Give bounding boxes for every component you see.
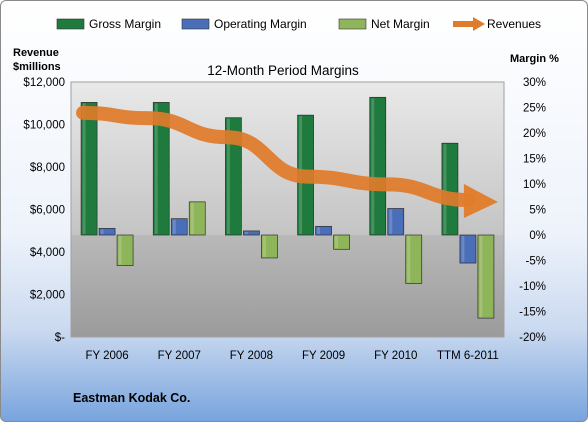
legend-swatch-0 [56, 18, 85, 30]
bar-highlight [226, 118, 230, 234]
x-tick-label: FY 2009 [302, 350, 345, 362]
right-axis-ticks: -20% -15% -10% -5% 0% 5% 10% 15% 20% 25% 30% [519, 77, 546, 344]
bar-highlight [154, 103, 158, 235]
plot-border [70, 81, 505, 338]
x-tick-label: FY 2008 [230, 350, 273, 362]
legend: Gross Margin Operating Margin Net Margin Re… [56, 17, 541, 31]
bar-operating-margin-0 [98, 228, 116, 236]
plot-background-upper [71, 82, 504, 235]
bar-operating-margin-2 [243, 230, 260, 236]
bar-operating-margin-1 [170, 218, 188, 236]
legend-swatch-2 [338, 18, 367, 30]
plot-area [70, 81, 505, 338]
revenue-line [76, 105, 498, 218]
bar-operating-margin-3 [315, 225, 332, 236]
bar-gross-margin-1 [152, 102, 170, 236]
legend-label-0: Gross Margin [89, 17, 161, 31]
x-axis-ticks: FY 2006 FY 2007 FY 2008 FY 2009 FY 2010 TTM 6… [85, 350, 498, 362]
bar-highlight [335, 236, 339, 249]
x-tick-label: TTM 6-2011 [437, 350, 499, 362]
bar-highlight [172, 219, 176, 234]
right-tick-label: -15% [519, 307, 546, 319]
bar-net-margin-3 [333, 234, 350, 250]
bar-highlight [317, 227, 321, 234]
left-axis-label-units: $millions [13, 61, 61, 73]
bar-highlight [461, 236, 465, 263]
bar-net-margin-1 [188, 201, 206, 236]
left-tick-label: $- [55, 332, 65, 344]
right-tick-label: 30% [523, 77, 546, 89]
right-tick-label: 10% [523, 179, 546, 191]
bar-highlight [443, 144, 447, 234]
right-tick-label: -10% [519, 281, 546, 293]
right-tick-label: 25% [523, 103, 546, 115]
bar-highlight [479, 236, 483, 318]
bar-highlight [190, 202, 194, 234]
bar-highlight [244, 231, 248, 234]
revenue-line-path [76, 105, 475, 207]
bar-net-margin-4 [405, 234, 423, 284]
x-tick-label: FY 2007 [158, 350, 201, 362]
right-tick-label: 20% [523, 128, 546, 140]
legend-label-1: Operating Margin [214, 17, 307, 31]
bar-highlight [100, 229, 104, 234]
right-axis-label: Margin % [510, 53, 559, 65]
bar-operating-margin-4 [387, 208, 405, 236]
legend-label-3: Revenues [487, 17, 541, 31]
bar-net-margin-2 [261, 234, 278, 259]
bar-highlight [82, 103, 86, 235]
bar-highlight [389, 209, 393, 234]
right-tick-label: -20% [519, 332, 546, 344]
right-tick-label: 5% [529, 205, 546, 217]
bar-net-margin-5 [477, 234, 495, 319]
bar-highlight [118, 236, 122, 265]
left-tick-label: $2,000 [30, 290, 65, 302]
right-tick-label: -5% [526, 256, 546, 268]
right-tick-label: 0% [529, 230, 546, 242]
x-tick-label: FY 2006 [85, 350, 128, 362]
bar-highlight [407, 236, 411, 283]
legend-swatch-1 [181, 18, 210, 30]
left-axis-ticks: $- $2,000 $4,000 $6,000 $8,000 $10,000 $12,000 [23, 77, 65, 344]
left-tick-label: $12,000 [23, 77, 65, 89]
company-name: Eastman Kodak Co. [73, 391, 190, 405]
bar-gross-margin-2 [225, 117, 242, 236]
bar-highlight [371, 98, 375, 234]
left-tick-label: $6,000 [30, 205, 65, 217]
right-tick-label: 15% [523, 154, 546, 166]
bar-net-margin-0 [116, 234, 134, 266]
bar-operating-margin-5 [459, 234, 477, 264]
left-tick-label: $8,000 [30, 162, 65, 174]
revenue-arrowhead [463, 183, 498, 218]
bar-highlight [262, 236, 266, 257]
legend-label-2: Net Margin [371, 17, 430, 31]
bar-gross-margin-4 [369, 96, 387, 236]
left-tick-label: $4,000 [30, 247, 65, 259]
legend-arrow-icon [473, 17, 485, 31]
left-axis-label: Revenue [13, 47, 59, 59]
plot-background-lower [71, 235, 504, 337]
bar-gross-margin-0 [80, 102, 98, 236]
bar-gross-margin-5 [441, 142, 459, 236]
x-tick-label: FY 2010 [374, 350, 417, 362]
left-tick-label: $10,000 [23, 120, 65, 132]
chart-title: 12-Month Period Margins [207, 63, 359, 78]
